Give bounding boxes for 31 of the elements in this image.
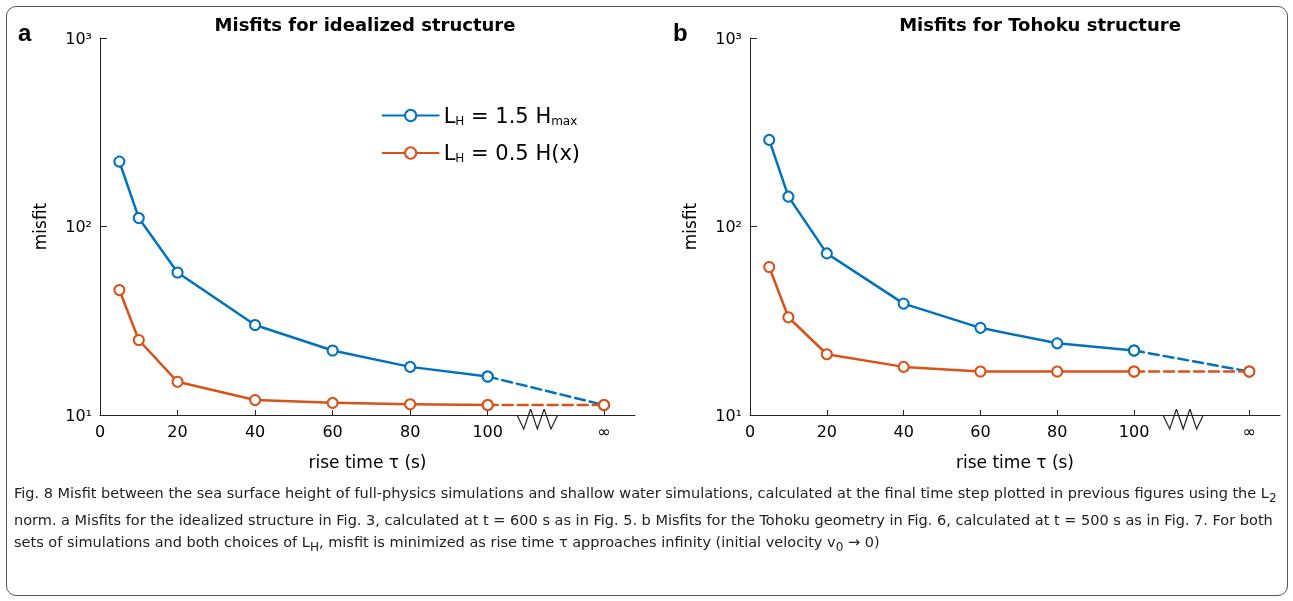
x-tick-label: 0: [744, 421, 756, 441]
x-tick-label: 100: [472, 421, 503, 441]
x-tick-label: 80: [399, 421, 421, 441]
text: a: [18, 18, 32, 46]
y-tick-label: 10¹: [65, 405, 92, 425]
x-tick-label: 20: [167, 421, 188, 441]
y-tick-label: 10¹: [715, 405, 742, 425]
x-tick-label: 40: [893, 421, 914, 441]
x-tick-label: 100: [1118, 421, 1150, 441]
text: b: [673, 18, 688, 46]
y-tick-label: 10³: [65, 28, 92, 48]
y-axis-title: misfit: [29, 202, 50, 251]
legend-label: LH = 1.5 Hmax: [443, 103, 578, 128]
x-tick-label: ∞: [597, 421, 611, 441]
x-tick-label: 60: [322, 421, 343, 441]
caption: Fig. 8 Misfit between the sea surface height of full-physics simulations and shallow water simulations, calculated at the final time step plotted in previous figures using the L$_{2}$ norm. a Misfits for the idealized structure in Fig. 3, calculated at t = 600 s as in Fig. 5. b Misfits for the Tohoku geometry in Fig. 6, calculated at t = 500 s as in Fig. 7. For both sets of simulations and both choices of L$_{H}$, misfit is minimized as rise time τ approaches infinity (initial velocity v$_{0}$ → 0): [14, 484, 1278, 556]
x-tick-label: 40: [244, 421, 266, 441]
x-axis-title: rise time τ (s): [955, 451, 1075, 472]
y-tick-label: 10²: [715, 217, 742, 236]
y-tick-label: 10²: [65, 217, 92, 236]
legend-label: LH = 0.5 H(x): [443, 141, 580, 165]
x-tick-label: 20: [816, 421, 837, 441]
x-tick-label: 60: [970, 421, 991, 441]
x-axis-title: rise time τ (s): [308, 451, 427, 472]
x-tick-label: 80: [1047, 421, 1068, 441]
x-tick-label: ∞: [1242, 421, 1256, 441]
chart-title: Misfits for idealized structure: [214, 13, 516, 35]
x-tick-label: 0: [94, 421, 106, 441]
y-tick-label: 10³: [715, 28, 742, 48]
chart-title: Misfits for Tohoku structure: [899, 13, 1181, 35]
y-axis-title: misfit: [679, 202, 700, 251]
